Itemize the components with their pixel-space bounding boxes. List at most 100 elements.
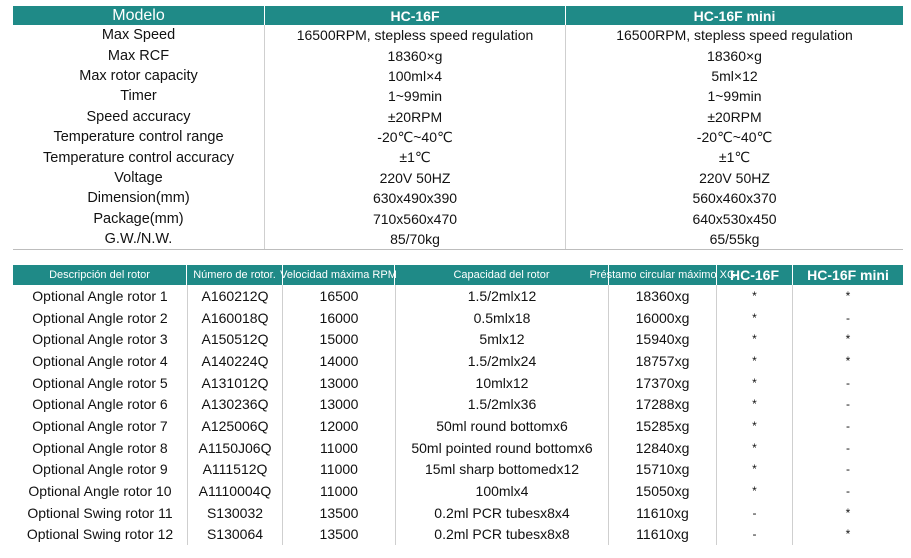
spec-row-value-b: -20℃~40℃ bbox=[696, 128, 773, 145]
rotor-number-cell: A140224Q bbox=[187, 350, 283, 372]
table-row: Optional Angle rotor 1 A160212Q 16500 1.5/2… bbox=[13, 285, 903, 307]
rotor-capacity-cell: 1.5/2mlx36 bbox=[395, 393, 609, 416]
rotor-description-cell: Optional Angle rotor 5 bbox=[32, 374, 168, 391]
rotor-number-cell: A160018Q bbox=[187, 306, 283, 329]
rotor-number-cell: A111512Q bbox=[187, 458, 283, 481]
spec-row-label: Dimension(mm) bbox=[87, 190, 190, 207]
rotor-rcf-cell: 15710xg bbox=[609, 458, 717, 481]
rotor-rcf-cell: 18757xg bbox=[609, 350, 717, 372]
rotor-model-b-mark: - bbox=[846, 418, 850, 433]
spec-row-label: Timer bbox=[120, 88, 157, 105]
rotor-model-a-mark: * bbox=[717, 371, 793, 394]
rotor-model-a-mark: * bbox=[717, 306, 793, 329]
rotor-description-cell: Optional Angle rotor 4 bbox=[32, 352, 168, 369]
rotor-table-body: Optional Angle rotor 1 A160212Q 16500 1.5/2… bbox=[13, 285, 903, 546]
rotor-model-a-mark: * bbox=[717, 328, 793, 351]
rotor-model-a-mark: * bbox=[717, 415, 793, 437]
spec-row-label: Temperature control accuracy bbox=[43, 149, 234, 166]
rotor-number-cell: A160212Q bbox=[187, 285, 283, 307]
spec-model-a-column: 16500RPM, stepless speed regulation 18360… bbox=[265, 25, 566, 250]
rotor-rcf-cell: 16000xg bbox=[609, 306, 717, 329]
spec-row-value-b: 65/55kg bbox=[709, 231, 760, 248]
rotor-speed-cell: 13500 bbox=[319, 504, 359, 521]
spec-header-model-b: HC-16F mini bbox=[693, 7, 776, 24]
rotor-rcf-cell: 18360xg bbox=[609, 285, 717, 307]
rotor-model-b-mark: * bbox=[845, 505, 851, 520]
rotor-model-b-mark: * bbox=[845, 288, 851, 303]
spec-row-value-a: 85/70kg bbox=[390, 231, 440, 248]
rotor-model-b-mark: - bbox=[846, 375, 850, 390]
rotor-model-a-mark: * bbox=[717, 285, 793, 307]
table-row: Optional Angle rotor 9 A111512Q 11000 15ml … bbox=[13, 458, 903, 481]
rotor-speed-cell: 12000 bbox=[319, 417, 359, 434]
rotor-header-model-a: HC-16F bbox=[717, 265, 793, 285]
spec-row-value-b: 5ml×12 bbox=[711, 67, 758, 84]
rotor-model-b-mark: * bbox=[845, 527, 851, 542]
rotor-description-cell: Optional Angle rotor 9 bbox=[32, 461, 168, 478]
spec-row-value-b: ±20RPM bbox=[707, 108, 762, 125]
spec-row-value-a: 18360×g bbox=[387, 47, 443, 64]
spec-header-label: Modelo bbox=[13, 6, 265, 25]
table-row: Optional Angle rotor 7 A125006Q 12000 50ml … bbox=[13, 415, 903, 437]
spec-row-value-a: 220V 50HZ bbox=[379, 169, 451, 186]
spec-row-value-b: 18360×g bbox=[707, 47, 762, 64]
rotor-header-capacity: Capacidad del rotor bbox=[395, 265, 609, 285]
rotor-rcf-cell: 17370xg bbox=[609, 371, 717, 394]
spec-row-value-a: 1~99min bbox=[387, 88, 443, 105]
spec-table-body: Max Speed Max RCF Max rotor capacity Timer S… bbox=[13, 25, 903, 251]
rotor-model-a-mark: - bbox=[717, 501, 793, 524]
spec-table-header: Modelo HC-16F HC-16F mini bbox=[13, 6, 903, 25]
rotor-number-cell: A125006Q bbox=[187, 415, 283, 437]
rotor-description-cell: Optional Angle rotor 2 bbox=[32, 309, 168, 326]
rotor-model-b-mark: - bbox=[846, 310, 850, 325]
table-row: Optional Angle rotor 3 A150512Q 15000 5mlx1… bbox=[13, 328, 903, 351]
rotor-number-cell: A1150J06Q bbox=[187, 436, 283, 459]
spec-row-value-b: 220V 50HZ bbox=[699, 169, 770, 186]
spec-row-label: Max rotor capacity bbox=[79, 67, 198, 84]
spec-row-label: G.W./N.W. bbox=[104, 231, 173, 248]
rotor-description-cell: Optional Angle rotor 1 bbox=[32, 287, 168, 304]
spec-row-label: Voltage bbox=[114, 169, 163, 186]
table-row: Optional Angle rotor 10 A1110004Q 11000 100… bbox=[13, 480, 903, 502]
spec-row-value-a: 100ml×4 bbox=[387, 67, 443, 84]
spec-row-value-a: ±20RPM bbox=[387, 108, 443, 125]
rotor-description-cell: Optional Angle rotor 7 bbox=[32, 417, 168, 434]
rotor-rcf-cell: 11610xg bbox=[609, 523, 717, 546]
spec-row-label: Package(mm) bbox=[93, 210, 184, 227]
rotor-header-speed: Velocidad máxima RPM bbox=[280, 265, 397, 285]
rotor-capacity-cell: 50ml round bottomx6 bbox=[395, 415, 609, 437]
table-row: Optional Angle rotor 5 A131012Q 13000 10mlx… bbox=[13, 371, 903, 394]
spec-row-value-b: 1~99min bbox=[707, 88, 762, 105]
rotor-number-cell: A150512Q bbox=[187, 328, 283, 351]
rotor-capacity-cell: 5mlx12 bbox=[395, 328, 609, 351]
rotor-speed-cell: 16500 bbox=[319, 287, 359, 304]
spec-table: Modelo HC-16F HC-16F mini Max Speed Max R… bbox=[13, 6, 903, 251]
rotor-model-a-mark: * bbox=[717, 458, 793, 481]
rotor-description-cell: Optional Angle rotor 10 bbox=[28, 483, 172, 500]
spec-row-value-b: 560x460x370 bbox=[692, 190, 777, 207]
spec-model-b-column: 16500RPM, stepless speed regulation 18360… bbox=[566, 25, 903, 249]
rotor-number-cell: S130032 bbox=[187, 501, 283, 524]
rotor-rcf-cell: 15050xg bbox=[609, 480, 717, 502]
table-row: Optional Swing rotor 11 S130032 13500 0.2ml… bbox=[13, 501, 903, 524]
rotor-capacity-cell: 15ml sharp bottomedx12 bbox=[395, 458, 609, 481]
rotor-header-number: Número de rotor. bbox=[187, 265, 283, 285]
rotor-description-cell: Optional Angle rotor 3 bbox=[32, 331, 168, 348]
rotor-speed-cell: 16000 bbox=[319, 309, 359, 326]
spec-header-model-a: HC-16F bbox=[265, 6, 566, 25]
rotor-description-cell: Optional Angle rotor 8 bbox=[32, 439, 168, 456]
spec-row-value-a: ±1℃ bbox=[399, 149, 431, 166]
rotor-model-b-mark: - bbox=[846, 484, 850, 499]
rotor-model-a-mark: * bbox=[717, 480, 793, 502]
rotor-speed-cell: 11000 bbox=[320, 439, 358, 456]
rotor-speed-cell: 13000 bbox=[319, 396, 359, 413]
rotor-capacity-cell: 0.2ml PCR tubesx8x8 bbox=[395, 523, 609, 546]
rotor-capacity-cell: 0.2ml PCR tubesx8x4 bbox=[395, 501, 609, 524]
rotor-speed-cell: 11000 bbox=[320, 483, 358, 500]
rotor-speed-cell: 15000 bbox=[319, 331, 359, 348]
rotor-capacity-cell: 1.5/2mlx12 bbox=[395, 285, 609, 307]
rotor-speed-cell: 13000 bbox=[319, 374, 359, 391]
spec-row-label: Speed accuracy bbox=[86, 108, 191, 125]
rotor-model-a-mark: - bbox=[717, 523, 793, 546]
spec-row-value-a: 630x490x390 bbox=[372, 190, 458, 207]
